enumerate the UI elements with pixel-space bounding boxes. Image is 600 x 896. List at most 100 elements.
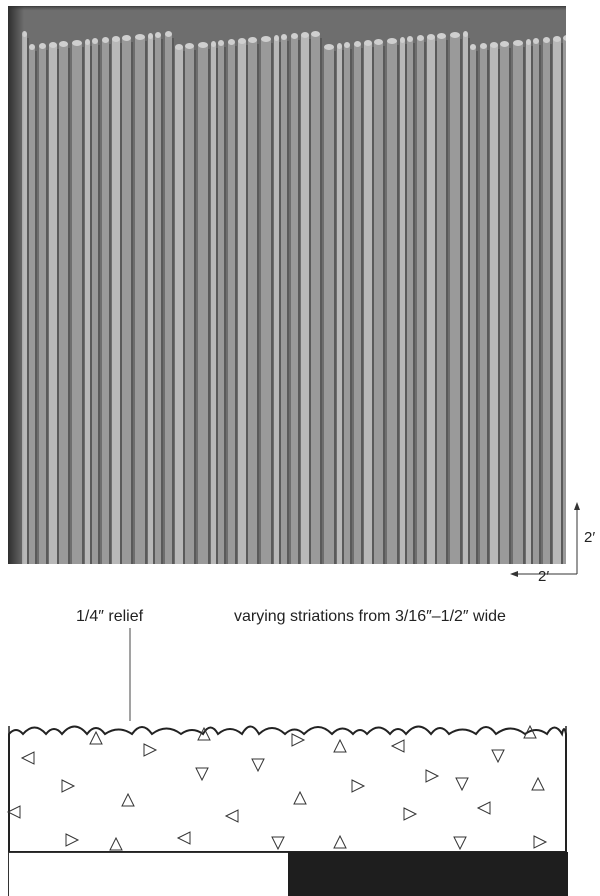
- striation-groove: [109, 44, 111, 564]
- striation-groove: [287, 41, 289, 564]
- striation-groove: [487, 50, 489, 564]
- dimension-arrows: [510, 502, 580, 577]
- striation-groove: [476, 51, 478, 564]
- striation-groove: [194, 50, 196, 564]
- striation: [218, 43, 224, 564]
- aggregate-triangle: [65, 833, 80, 847]
- aggregate-triangle: [455, 777, 469, 792]
- striation-groove: [120, 43, 122, 564]
- striation: [261, 39, 271, 564]
- striation-groove: [98, 45, 100, 564]
- striation: [354, 44, 361, 564]
- striation-groove: [498, 49, 500, 564]
- striation: [92, 41, 98, 564]
- striation: [291, 36, 298, 564]
- aggregate-triangle: [176, 831, 191, 845]
- striation: [324, 47, 334, 564]
- striation: [155, 35, 161, 564]
- aggregate-triangle: [523, 724, 537, 739]
- striation-text: varying striations from: [234, 608, 391, 625]
- striation-groove: [172, 38, 174, 564]
- striation-groove: [383, 46, 385, 564]
- striation-groove: [334, 51, 336, 564]
- striation-groove: [446, 40, 448, 564]
- dimension-vertical-label: 2′: [584, 529, 596, 546]
- striations-group: [22, 31, 566, 564]
- striation-groove: [246, 45, 248, 564]
- striation: [198, 45, 208, 564]
- striation-max: 1/2″: [440, 608, 469, 625]
- striation: [417, 38, 424, 564]
- striation: [543, 40, 550, 564]
- striation: [238, 41, 246, 564]
- striated-panel: [8, 6, 566, 564]
- striation-groove: [320, 38, 322, 564]
- striation-groove: [46, 50, 48, 564]
- striation: [148, 36, 153, 564]
- striation-groove: [531, 46, 533, 564]
- relief-scalloped-edge: [8, 725, 567, 853]
- striation-groove: [460, 39, 462, 564]
- aggregate-triangle: [533, 835, 548, 849]
- striation: [337, 46, 342, 564]
- aggregate-triangle: [6, 805, 21, 819]
- striation-groove: [235, 46, 237, 564]
- striation: [29, 47, 35, 564]
- striation: [248, 40, 257, 564]
- striation: [311, 34, 320, 564]
- striation-groove: [90, 46, 92, 564]
- striation-groove: [161, 39, 163, 564]
- aggregate-triangle: [351, 779, 366, 793]
- striation: [122, 38, 131, 564]
- striation: [85, 42, 90, 564]
- striation-groove: [279, 42, 281, 564]
- striation: [463, 34, 468, 564]
- striation-groove: [131, 42, 133, 564]
- striation-groove: [153, 40, 155, 564]
- aggregate-triangle: [195, 767, 209, 782]
- aggregate-triangle: [453, 836, 467, 851]
- relief-text: relief: [108, 608, 144, 625]
- striation-suffix: wide: [473, 608, 506, 625]
- striation-groove: [183, 51, 185, 564]
- striation: [175, 47, 183, 564]
- striation: [374, 42, 383, 564]
- striation-label: varying striations from 3/16″–1/2″ wide: [234, 608, 506, 625]
- aggregate-triangle: [425, 769, 440, 783]
- base-bar-light: [8, 852, 288, 896]
- striation: [344, 45, 350, 564]
- cross-section-diagram: [6, 628, 567, 853]
- striation-groove: [550, 44, 552, 564]
- aggregate-triangle: [251, 758, 265, 773]
- striation: [450, 35, 460, 564]
- striation: [400, 40, 405, 564]
- striation: [39, 46, 46, 564]
- striation-groove: [257, 44, 259, 564]
- aggregate-triangle: [121, 792, 135, 807]
- striation: [533, 41, 539, 564]
- striation: [563, 38, 566, 564]
- striation-groove: [145, 41, 147, 564]
- striation-groove: [372, 47, 374, 564]
- aggregate-triangle: [224, 809, 239, 823]
- striation: [59, 44, 68, 564]
- striation: [500, 44, 509, 564]
- striation-groove: [35, 51, 37, 564]
- aggregate-triangle: [531, 776, 545, 791]
- striation-groove: [539, 45, 541, 564]
- striation: [165, 34, 172, 564]
- striation-min: 3/16″: [394, 608, 432, 625]
- striation: [364, 43, 372, 564]
- striation-groove: [424, 42, 426, 564]
- aggregate-triangle: [89, 730, 103, 745]
- aggregate-triangle: [109, 836, 123, 851]
- striation-groove: [468, 38, 470, 564]
- striation-groove: [435, 41, 437, 564]
- striation-groove: [361, 48, 363, 564]
- aggregate-triangle: [403, 807, 418, 821]
- base-bar-dark: [288, 852, 568, 896]
- striation-groove: [561, 43, 563, 564]
- striation-groove: [82, 47, 84, 564]
- striation: [49, 45, 57, 564]
- striation-groove: [68, 48, 70, 564]
